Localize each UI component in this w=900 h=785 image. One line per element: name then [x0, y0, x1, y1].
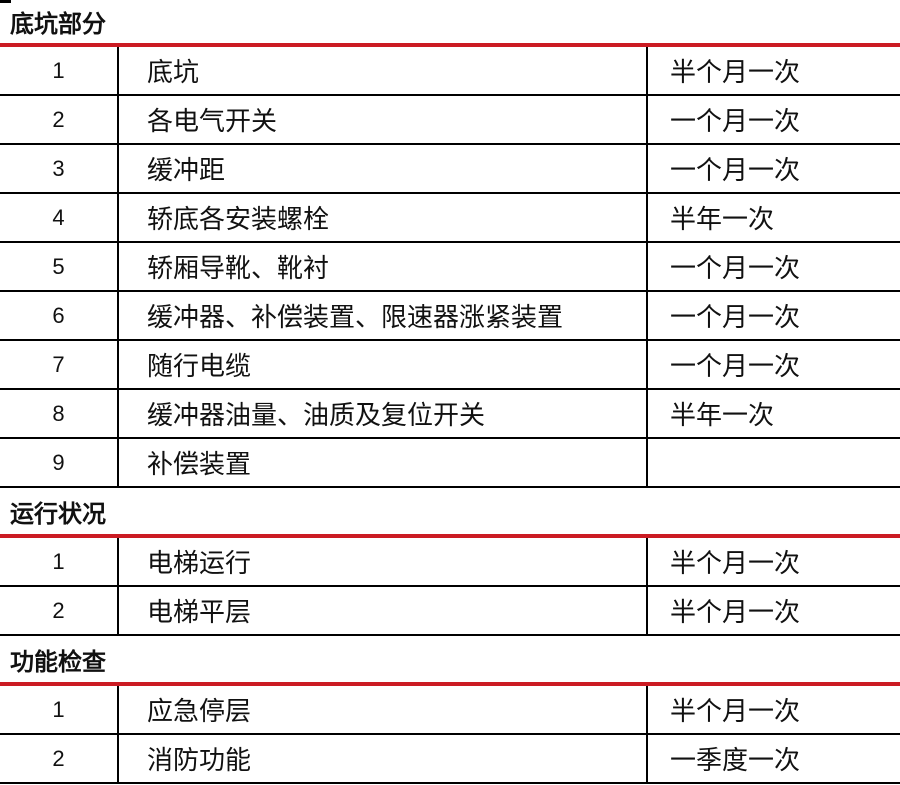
inspection-item-cell: 应急停层 — [119, 686, 648, 733]
row-number-cell: 2 — [0, 735, 119, 782]
frequency-cell: 半年一次 — [670, 400, 775, 430]
row-number-cell: 1 — [0, 47, 119, 94]
inspection-item-cell: 随行电缆 — [119, 341, 648, 388]
inspection-item-cell: 缓冲器、补偿装置、限速器涨紧装置 — [119, 292, 648, 339]
inspection-item-cell: 电梯运行 — [119, 538, 648, 585]
inspection-item-cell: 轿底各安装螺栓 — [119, 194, 648, 241]
frequency-cell: 一个月一次 — [670, 106, 801, 136]
cropped-border-fragment — [0, 0, 11, 3]
table-row: 8 缓冲器油量、油质及复位开关 半年一次 — [0, 390, 900, 439]
section-table: 1 应急停层 半个月一次 2 消防功能 一季度一次 — [0, 686, 900, 784]
inspection-item-cell: 轿厢导靴、靴衬 — [119, 243, 648, 290]
frequency-cell: 一个月一次 — [670, 253, 801, 283]
row-number-cell: 6 — [0, 292, 119, 339]
frequency-cell: 一个月一次 — [670, 155, 801, 185]
row-number-cell: 1 — [0, 538, 119, 585]
schedule-section: 底坑部分 1 底坑 半个月一次 2 各电气开关 一个月一次 3 缓冲距 一个月一… — [0, 11, 900, 488]
table-row: 2 消防功能 一季度一次 — [0, 735, 900, 784]
frequency-cell: 一个月一次 — [670, 351, 801, 381]
section-title: 底坑部分 — [10, 11, 106, 38]
inspection-item-cell: 消防功能 — [119, 735, 648, 782]
table-row: 1 应急停层 半个月一次 — [0, 686, 900, 735]
table-row: 4 轿底各安装螺栓 半年一次 — [0, 194, 900, 243]
frequency-cell: 半个月一次 — [670, 597, 801, 627]
inspection-item-cell: 电梯平层 — [119, 587, 648, 634]
row-number-cell: 9 — [0, 439, 119, 486]
frequency-cell: 半年一次 — [670, 204, 775, 234]
table-row: 3 缓冲距 一个月一次 — [0, 145, 900, 194]
section-title: 功能检查 — [10, 648, 106, 676]
table-row: 2 各电气开关 一个月一次 — [0, 96, 900, 145]
row-number-cell: 5 — [0, 243, 119, 290]
row-number-cell: 1 — [0, 686, 119, 733]
table-row: 1 底坑 半个月一次 — [0, 47, 900, 96]
row-number-cell: 8 — [0, 390, 119, 437]
table-row: 9 补偿装置 — [0, 439, 900, 488]
section-table: 1 电梯运行 半个月一次 2 电梯平层 半个月一次 — [0, 538, 900, 636]
frequency-cell: 半个月一次 — [670, 696, 801, 726]
table-row: 1 电梯运行 半个月一次 — [0, 538, 900, 587]
inspection-item-cell: 缓冲器油量、油质及复位开关 — [119, 390, 648, 437]
section-title: 运行状况 — [10, 500, 106, 528]
row-number-cell: 3 — [0, 145, 119, 192]
frequency-cell: 半个月一次 — [670, 548, 801, 578]
section-divider-red-rule — [0, 43, 900, 47]
schedule-section: 运行状况 1 电梯运行 半个月一次 2 电梯平层 半个月一次 — [0, 488, 900, 636]
row-number-cell: 2 — [0, 587, 119, 634]
inspection-item-cell: 各电气开关 — [119, 96, 648, 143]
inspection-item-cell: 底坑 — [119, 47, 648, 94]
section-divider-red-rule — [0, 682, 900, 686]
frequency-cell: 半个月一次 — [670, 57, 801, 87]
inspection-item-cell: 缓冲距 — [119, 145, 648, 192]
row-number-cell: 4 — [0, 194, 119, 241]
table-row: 6 缓冲器、补偿装置、限速器涨紧装置 一个月一次 — [0, 292, 900, 341]
row-number-cell: 2 — [0, 96, 119, 143]
frequency-cell — [648, 439, 900, 486]
table-row: 2 电梯平层 半个月一次 — [0, 587, 900, 636]
inspection-item-cell: 补偿装置 — [119, 439, 648, 486]
frequency-cell: 一季度一次 — [670, 745, 801, 775]
schedule-section: 功能检查 1 应急停层 半个月一次 2 消防功能 一季度一次 — [0, 636, 900, 784]
row-number-cell: 7 — [0, 341, 119, 388]
section-table: 1 底坑 半个月一次 2 各电气开关 一个月一次 3 缓冲距 一个月一次 4 轿… — [0, 47, 900, 488]
section-divider-red-rule — [0, 534, 900, 538]
table-row: 7 随行电缆 一个月一次 — [0, 341, 900, 390]
frequency-cell: 一个月一次 — [670, 302, 801, 332]
table-row: 5 轿厢导靴、靴衬 一个月一次 — [0, 243, 900, 292]
